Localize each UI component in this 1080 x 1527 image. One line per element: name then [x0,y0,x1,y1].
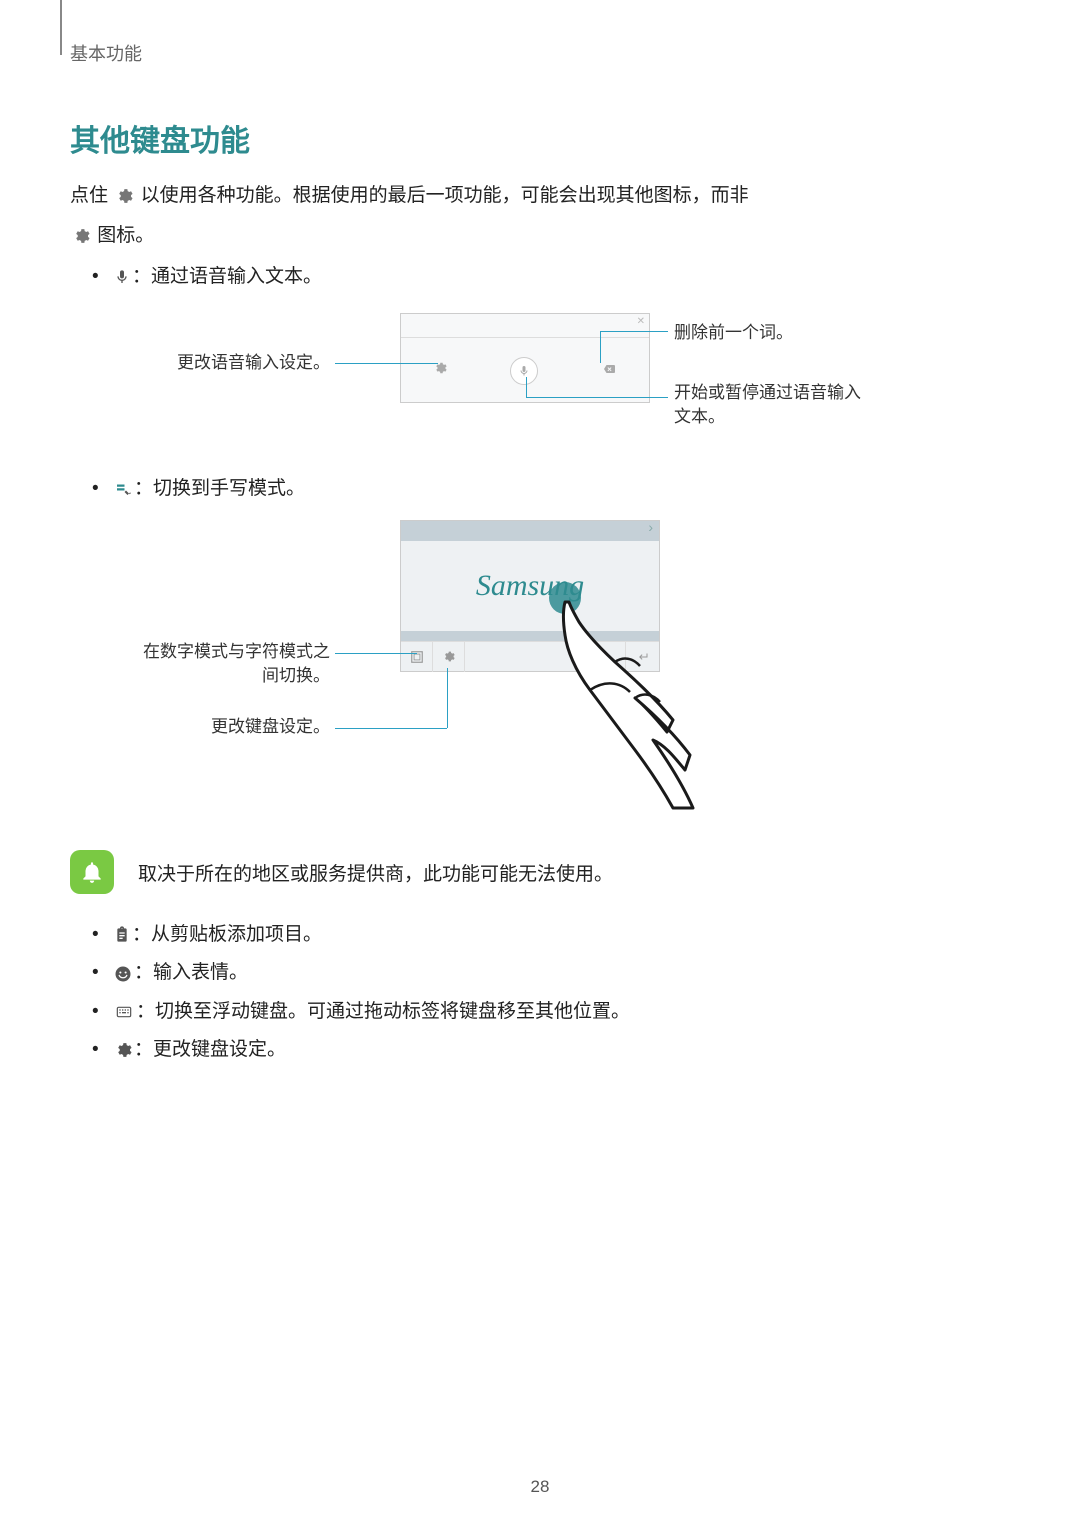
page-left-rule [60,0,62,55]
callout-mode-l1: 在数字模式与字符模式之 [143,642,330,661]
callout-mode-l2: 间切换。 [262,666,330,685]
bullet-voice: • ：通过语音输入文本。 [92,261,1010,293]
callout-delete-word: 删除前一个词。 [674,321,793,345]
hw-mode-toggle [401,642,433,672]
handwriting-icon [114,480,132,498]
mic-button-icon [510,357,538,385]
bell-icon [70,850,114,894]
note-text: 取决于所在的地区或服务提供商，此功能可能无法使用。 [138,859,613,886]
intro-text: 点住 以使用各种功能。根据使用的最后一项功能，可能会出现其他图标，而非 [70,180,1010,212]
bullet-settings-text: ：更改键盘设定。 [134,1034,286,1066]
bullet-emoji-text: ：输入表情。 [134,957,248,989]
voice-panel-header: ✕ [401,314,649,338]
section-header: 基本功能 [70,40,1010,66]
voice-diagram: ✕ 更改语音输入设定。 删除前一个词。 开始或暂停 [70,313,1010,443]
intro-part-2: 以使用各种功能。根据使用的最后一项功能，可能会出现其他图标，而非 [141,185,749,206]
callout-line [335,653,417,654]
callout-voice-start-l1: 开始或暂停通过语音输入 [674,383,861,402]
hw-sample-text: Samsung [476,569,584,603]
intro-part-3: 图标。 [97,225,154,246]
gear-icon [72,227,90,245]
bullet-marker: • [92,261,112,293]
emoji-icon [114,965,132,983]
enter-icon [625,642,659,672]
callout-line [526,377,527,397]
gear-icon [114,1041,132,1059]
bullet-clipboard: • ：从剪贴板添加项目。 [92,919,1010,951]
bullet-emoji: • ：输入表情。 [92,957,1010,989]
bullet-marker: • [92,957,112,989]
gear-icon [433,642,465,672]
page-title: 其他键盘功能 [70,116,1010,160]
gear-icon [433,361,447,380]
bullet-settings: • ：更改键盘设定。 [92,1034,1010,1066]
hw-toolbar [401,641,659,671]
callout-line [335,728,447,729]
callout-line [447,668,448,728]
mic-icon [114,268,130,286]
bullet-marker: • [92,919,112,951]
callout-line [335,363,438,364]
backspace-icon [601,362,617,380]
bullet-handwrite-text: ：切换到手写模式。 [134,473,305,505]
note-box: 取决于所在的地区或服务提供商，此功能可能无法使用。 [70,850,1010,894]
bullet-floating-text: ：切换至浮动键盘。可通过拖动标签将键盘移至其他位置。 [136,996,630,1028]
callout-line [600,331,668,332]
close-icon: ✕ [637,316,645,327]
page-number: 28 [0,1477,1080,1497]
bullet-voice-text: ：通过语音输入文本。 [132,261,322,293]
bullet-marker: • [92,473,112,505]
voice-input-panel: ✕ [400,313,650,403]
callout-voice-start: 开始或暂停通过语音输入 文本。 [674,381,861,429]
callout-mode-toggle: 在数字模式与字符模式之 间切换。 [90,640,330,688]
intro-text-2: 图标。 [70,220,1010,252]
hw-suggestion-bar [401,521,659,541]
callout-line [600,331,601,363]
bullet-marker: • [92,1034,112,1066]
callout-kb-settings: 更改键盘设定。 [170,715,330,739]
callout-line [526,397,668,398]
handwriting-panel: Samsung [400,520,660,672]
hw-canvas: Samsung [401,541,659,631]
bullet-floating: • ：切换至浮动键盘。可通过拖动标签将键盘移至其他位置。 [92,996,1010,1028]
keyboard-icon [114,1004,134,1020]
intro-part-1: 点住 [70,185,113,206]
handwriting-diagram: Samsung 在数字模 [70,520,1010,820]
callout-voice-settings: 更改语音输入设定。 [130,351,330,375]
clipboard-icon [114,926,130,944]
bullet-clipboard-text: ：从剪贴板添加项目。 [132,919,322,951]
hw-baseline [401,631,659,641]
bullet-handwrite: • ：切换到手写模式。 [92,473,1010,505]
bullet-marker: • [92,996,112,1028]
gear-icon [115,187,133,205]
callout-voice-start-l2: 文本。 [674,407,725,426]
